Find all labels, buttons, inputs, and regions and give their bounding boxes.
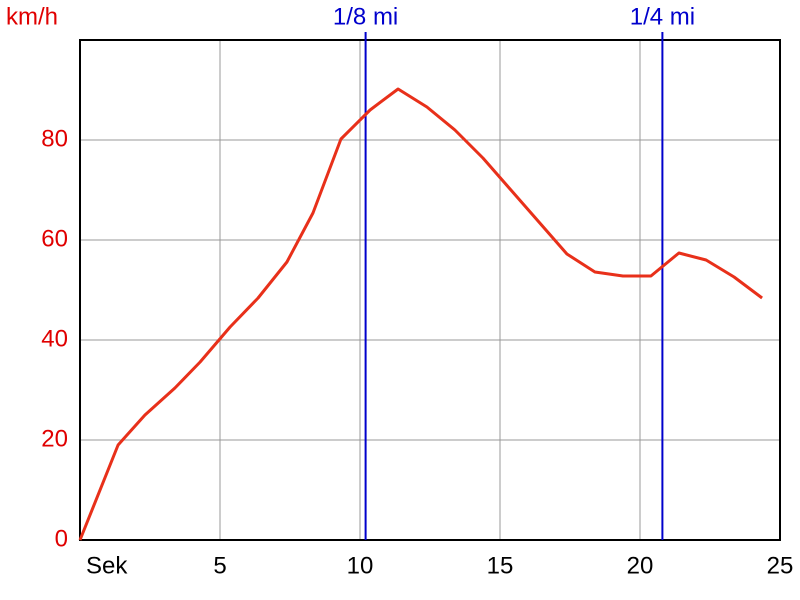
x-tick-label: Sek <box>86 552 128 579</box>
x-tick-label: 5 <box>213 552 226 579</box>
distance-marker-label: 1/8 mi <box>333 3 398 30</box>
x-tick-label: 10 <box>347 552 374 579</box>
x-tick-label: 20 <box>627 552 654 579</box>
y-tick-label: 20 <box>41 425 68 452</box>
y-tick-label: 40 <box>41 325 68 352</box>
distance-marker-label: 1/4 mi <box>630 3 695 30</box>
x-tick-label: 25 <box>767 552 794 579</box>
y-tick-label: 60 <box>41 225 68 252</box>
y-tick-label: 80 <box>41 125 68 152</box>
y-axis-label: km/h <box>6 3 58 30</box>
y-tick-label: 0 <box>55 525 68 552</box>
data-line <box>78 87 763 541</box>
x-tick-label: 15 <box>487 552 514 579</box>
plot-frame <box>79 39 781 541</box>
